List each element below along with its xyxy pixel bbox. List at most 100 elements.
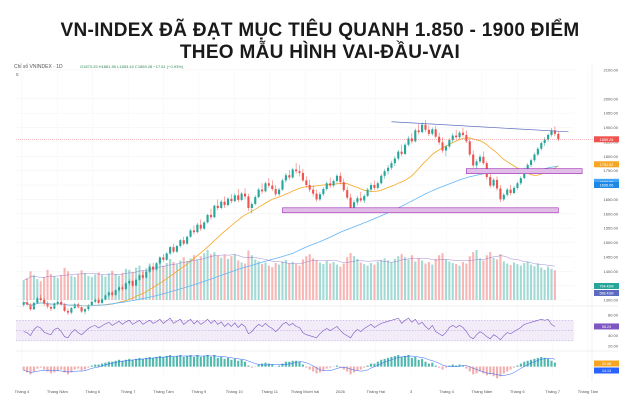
price-tick-label: 1550.00	[604, 226, 619, 231]
macd-histogram-bar	[36, 366, 39, 369]
macd-histogram-bar	[26, 366, 29, 373]
candle-body	[557, 133, 560, 140]
macd-histogram-bar	[523, 361, 526, 367]
volume-bar	[53, 276, 56, 300]
volume-bar	[175, 264, 178, 300]
volume-bar	[397, 256, 400, 300]
candle-body	[281, 180, 284, 190]
volume-bar	[373, 264, 376, 300]
volume-badge-b-bg	[594, 290, 619, 296]
candle-body	[461, 132, 465, 135]
volume-bar	[438, 255, 441, 300]
candle-body	[124, 283, 127, 290]
ma-slow-b-badge-bg	[594, 182, 619, 188]
candle-body	[271, 185, 274, 190]
candle-body	[349, 197, 352, 208]
candle-body	[421, 124, 424, 133]
volume-bar	[182, 257, 185, 300]
macd-histogram-bar	[404, 355, 407, 367]
volume-bar	[83, 272, 87, 300]
volume-bar	[26, 278, 29, 300]
volume-bar	[278, 264, 281, 300]
candle-body	[162, 257, 165, 260]
macd-histogram-bar	[288, 361, 291, 367]
candle-body	[295, 169, 298, 172]
volume-bar	[393, 258, 396, 300]
candle-body	[376, 183, 379, 188]
macd-histogram-bar	[410, 357, 413, 367]
volume-bar	[427, 261, 430, 300]
macd-histogram-bar	[478, 366, 482, 372]
volume-bar	[404, 257, 407, 300]
candle-body	[441, 142, 444, 151]
macd-histogram-bar	[298, 361, 301, 367]
macd-histogram-bar	[53, 366, 56, 373]
ohlc-readout: O1873.29 H1881.55 L1853.42 C1859.28 −17.…	[80, 64, 184, 69]
volume-bar	[209, 254, 213, 300]
macd-histogram-bar	[472, 366, 475, 375]
rsi-tick-label: 40.00	[608, 333, 619, 338]
macd-histogram-bar	[407, 355, 410, 367]
volume-bar	[512, 262, 516, 300]
candlestick-chart[interactable]: Chỉ số VNINDEX · 1D O1873.29 H1881.55 L1…	[10, 60, 630, 398]
candle-body	[492, 179, 495, 186]
volume-bar	[332, 261, 335, 300]
macd-histogram-bar	[512, 366, 516, 368]
volume-badge-b: 588.43M	[600, 292, 614, 296]
macd-histogram-bar	[526, 360, 529, 367]
rsi-badge-bg	[594, 323, 619, 330]
volume-bar	[257, 261, 260, 300]
ma-fast-badge: 1761.92	[600, 163, 614, 167]
macd-histogram-bar	[209, 356, 213, 367]
candle-body	[233, 195, 236, 202]
volume-bar	[519, 265, 522, 300]
candle-body	[100, 299, 104, 303]
volume-bar	[46, 269, 49, 300]
volume-bar	[145, 268, 148, 300]
x-tick-label: Tháng 7	[545, 389, 560, 394]
volume-bar	[363, 264, 366, 300]
candle-body	[114, 290, 117, 295]
volume-bar	[90, 277, 93, 300]
x-tick-label: Tháng 6	[510, 389, 525, 394]
candle-body	[495, 179, 499, 189]
candle-body	[363, 195, 366, 201]
macd-histogram-bar	[107, 361, 110, 367]
macd-histogram-bar	[421, 358, 424, 367]
macd-histogram-bar	[60, 366, 63, 370]
volume-bar	[349, 253, 352, 300]
price-tick-label: 1900.00	[604, 125, 619, 130]
volume-bar	[523, 263, 526, 300]
macd-histogram-bar	[308, 366, 311, 370]
volume-bar	[162, 265, 165, 300]
volume-bar	[243, 263, 247, 300]
macd-histogram-bar	[315, 366, 318, 374]
macd-histogram-bar	[400, 356, 403, 367]
candle-body	[298, 171, 301, 173]
x-tick-label: Tháng 6	[85, 389, 100, 394]
candle-body	[386, 167, 390, 172]
macd-histogram-bar	[237, 360, 240, 367]
macd-histogram-bar	[506, 366, 509, 372]
macd-histogram-bar	[220, 356, 223, 367]
candle-body	[230, 198, 233, 202]
candle-body	[383, 171, 386, 176]
macd-histogram-bar	[124, 359, 127, 367]
candle-body	[506, 189, 509, 195]
candle-body	[322, 189, 325, 195]
ma-slow-a-badge-bg	[594, 178, 619, 185]
macd-histogram-bar	[233, 358, 236, 367]
macd-histogram-bar	[431, 362, 434, 367]
candle-body	[339, 175, 342, 183]
candle-body	[390, 163, 393, 168]
macd-histogram-bar	[111, 361, 114, 367]
volume-bar	[410, 255, 413, 300]
volume-bar	[312, 258, 315, 300]
candle-body	[502, 194, 505, 200]
volume-bar	[192, 255, 196, 300]
x-tick-label: Tháng Mười hai	[291, 389, 320, 394]
candle-body	[352, 202, 356, 208]
macd-histogram-bar	[100, 363, 104, 367]
volume-bar	[315, 260, 318, 300]
volume-bar	[29, 271, 32, 300]
